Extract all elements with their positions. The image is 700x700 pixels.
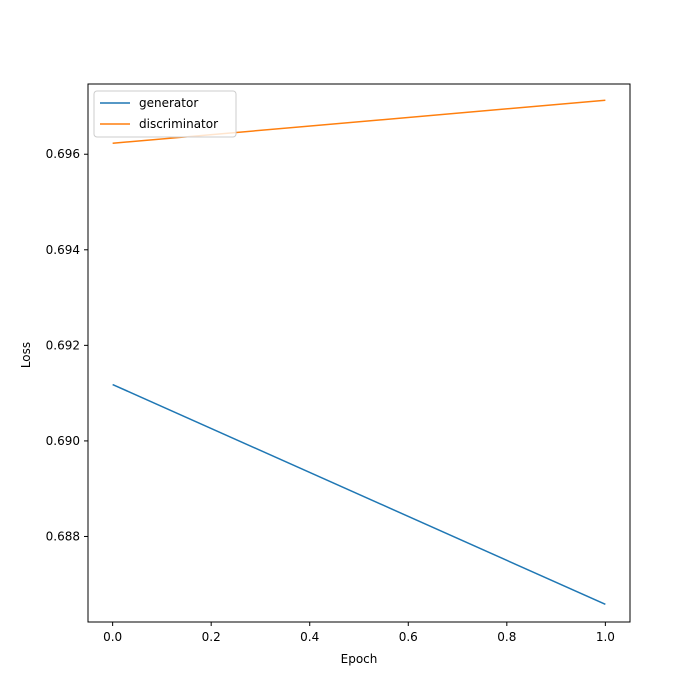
x-tick-label: 0.4 <box>300 630 319 644</box>
x-tick-label: 0.8 <box>497 630 516 644</box>
x-tick-label: 0.0 <box>103 630 122 644</box>
x-axis-title: Epoch <box>341 652 378 666</box>
plot-frame <box>87 83 631 623</box>
series-lines <box>112 99 606 606</box>
y-tick-label: 0.688 <box>46 529 80 543</box>
x-axis: 0.0 0.2 0.4 0.6 0.8 1.0 <box>103 622 615 644</box>
x-tick-label: 0.2 <box>202 630 221 644</box>
x-tick-label: 1.0 <box>596 630 615 644</box>
legend-label: generator <box>139 96 198 110</box>
y-tick-label: 0.692 <box>46 338 80 352</box>
y-axis-title: Loss <box>19 342 33 368</box>
legend-label: discriminator <box>139 117 218 131</box>
legend: generator discriminator <box>93 90 237 138</box>
y-axis: 0.688 0.690 0.692 0.694 0.696 <box>46 147 88 543</box>
y-tick-label: 0.694 <box>46 243 80 257</box>
y-tick-label: 0.690 <box>46 434 80 448</box>
plot-area <box>87 83 631 623</box>
y-tick-label: 0.696 <box>46 147 80 161</box>
series-line-generator <box>112 383 606 606</box>
x-tick-label: 0.6 <box>399 630 418 644</box>
